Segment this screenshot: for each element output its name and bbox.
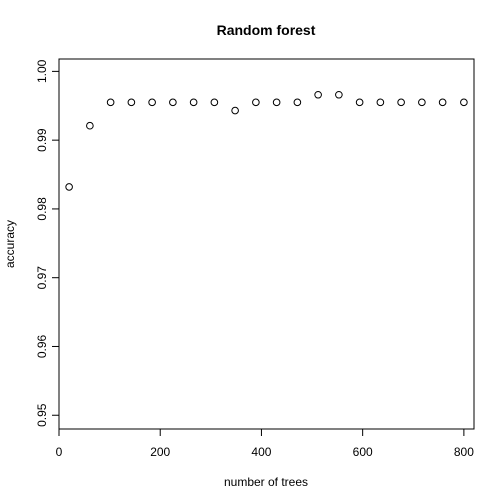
x-tick-label: 600: [353, 445, 373, 459]
y-tick-label: 0.98: [35, 197, 49, 221]
y-axis-label: accuracy: [3, 220, 17, 268]
data-point: [127, 98, 136, 107]
x-tick-label: 800: [454, 445, 474, 459]
x-tick-label: 200: [150, 445, 170, 459]
chart-title: Random forest: [217, 22, 316, 38]
y-axis: 0.95 0.96 0.97 0.98 0.99 1.00: [35, 59, 60, 427]
data-point: [376, 98, 385, 107]
data-point: [272, 98, 281, 107]
data-point: [355, 98, 364, 107]
plot-frame: [58, 58, 475, 430]
x-axis-label: number of trees: [224, 475, 308, 489]
x-tick-label: 0: [56, 445, 63, 459]
data-point: [148, 98, 156, 107]
y-tick-label: 0.95: [35, 403, 49, 427]
data-point: [293, 98, 302, 107]
data-points: [65, 90, 468, 191]
data-point: [418, 98, 426, 107]
y-tick-label: 0.97: [35, 266, 49, 290]
data-point: [438, 98, 447, 107]
data-point: [210, 98, 219, 107]
x-axis: 0 200 400 600 800: [56, 428, 474, 459]
data-point: [314, 90, 322, 99]
x-tick-label: 400: [251, 445, 271, 459]
y-tick-label: 0.96: [35, 334, 49, 358]
data-point: [106, 98, 115, 107]
data-point: [335, 90, 343, 99]
y-tick-label: 0.99: [35, 128, 49, 152]
y-tick-label: 1.00: [35, 59, 49, 83]
data-point: [65, 183, 73, 191]
data-point: [231, 106, 239, 115]
data-point: [86, 121, 94, 130]
data-point: [189, 98, 198, 107]
data-point: [252, 98, 260, 107]
data-point: [460, 98, 468, 107]
data-point: [397, 98, 405, 107]
data-point: [169, 98, 177, 107]
